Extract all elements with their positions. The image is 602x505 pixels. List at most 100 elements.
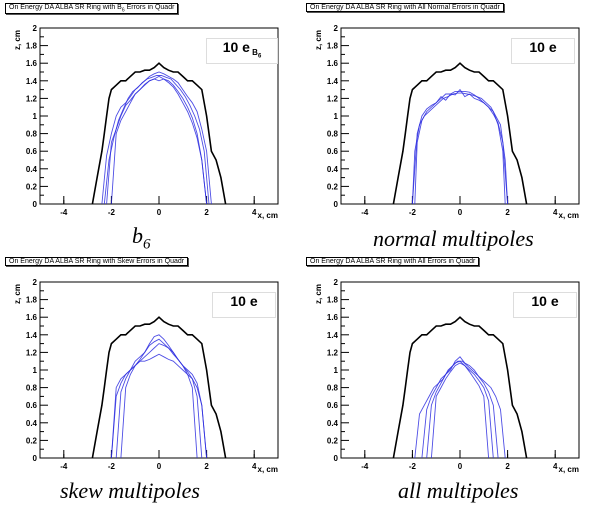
y-tick-label: 0.2 [327, 182, 339, 191]
y-tick-label: 0.4 [26, 165, 38, 174]
x-tick-label: -4 [60, 462, 68, 471]
x-tick-label: 4 [252, 208, 257, 217]
y-tick-label: 0.6 [26, 401, 38, 410]
x-axis-label: x, cm [559, 211, 579, 220]
x-tick-label: 0 [458, 208, 463, 217]
error-series-line [414, 90, 506, 205]
y-tick-label: 0.4 [26, 419, 38, 428]
error-series-line [110, 78, 208, 205]
plot-area: 0 0.2 0.4 0.6 0.8 1 1.2 1.4 1.6 1.8 2 -4 -2 0 2 4 x, cm z… [13, 278, 279, 474]
x-tick-label: 2 [204, 462, 209, 471]
y-tick-label: 0.4 [327, 165, 339, 174]
y-tick-label: 1.2 [327, 94, 339, 103]
plot-area: 0 0.2 0.4 0.6 0.8 1 1.2 1.4 1.6 1.8 2 -4 -2 0 2 4 x, cm z… [314, 278, 580, 474]
y-tick-label: 0.6 [26, 147, 38, 156]
error-series-line [110, 343, 208, 459]
reference-series-line [91, 62, 227, 205]
legend-box: 10 e [513, 292, 577, 318]
error-series-line [103, 75, 210, 205]
chart-title: On Energy DA ALBA SR Ring with B6 Errors… [5, 3, 179, 15]
y-tick-label: 0.6 [327, 147, 339, 156]
y-tick-label: 1.8 [26, 42, 38, 51]
y-tick-label: 1 [33, 112, 38, 121]
reference-series-line [392, 316, 528, 459]
reference-series-line [392, 62, 528, 205]
plot-area: 0 0.2 0.4 0.6 0.8 1 1.2 1.4 1.6 1.8 2 -4 -2 0 2 4 x, cm z… [314, 24, 580, 220]
caption-all: all multipoles [398, 478, 519, 503]
y-tick-label: 1.4 [26, 331, 38, 340]
x-axis-label: x, cm [258, 465, 278, 474]
plot-area: 0 0.2 0.4 0.6 0.8 1 1.2 1.4 1.6 1.8 2 -4 -2 0 2 4 x, cm z… [13, 24, 279, 220]
y-tick-label: 0.8 [26, 130, 38, 139]
x-tick-label: -2 [108, 208, 116, 217]
x-tick-label: 4 [553, 208, 558, 217]
y-tick-label: 1.8 [26, 296, 38, 305]
y-tick-label: 1.6 [327, 59, 339, 68]
chart-panel-4: On Energy DA ALBA SR Ring with All Error… [301, 254, 602, 474]
y-tick-label: 1.4 [26, 77, 38, 86]
y-tick-label: 1.2 [26, 348, 38, 357]
x-tick-label: 2 [204, 208, 209, 217]
legend-box: 10 e B6 [206, 38, 278, 64]
y-axis-label: z, cm [13, 284, 22, 304]
y-tick-label: 1.8 [327, 296, 339, 305]
y-tick-label: 1.4 [327, 77, 339, 86]
caption-normal: normal multipoles [373, 226, 534, 251]
y-tick-label: 0 [33, 454, 38, 463]
x-tick-label: -2 [409, 462, 417, 471]
x-tick-label: 0 [458, 462, 463, 471]
chart-panel-1: On Energy DA ALBA SR Ring with B6 Errors… [0, 0, 301, 220]
y-tick-label: 2 [33, 278, 38, 287]
y-axis-label: z, cm [314, 30, 323, 50]
x-tick-label: 4 [252, 462, 257, 471]
x-axis-label: x, cm [559, 465, 579, 474]
x-tick-label: -2 [108, 462, 116, 471]
error-series-line [421, 356, 499, 459]
y-tick-label: 1.4 [327, 331, 339, 340]
y-tick-label: 0.8 [26, 384, 38, 393]
y-tick-label: 2 [334, 278, 339, 287]
x-tick-label: -4 [361, 208, 369, 217]
y-tick-label: 0.2 [26, 182, 38, 191]
y-tick-label: 1.2 [327, 348, 339, 357]
y-tick-label: 2 [33, 24, 38, 33]
error-series-line [110, 353, 208, 459]
legend-box: 10 e [511, 38, 575, 64]
x-tick-label: 4 [553, 462, 558, 471]
x-tick-label: 2 [505, 208, 510, 217]
y-tick-label: 1.6 [26, 59, 38, 68]
y-tick-label: 0.8 [327, 384, 339, 393]
y-tick-label: 1.8 [327, 42, 339, 51]
y-tick-label: 0 [334, 454, 339, 463]
y-tick-label: 0.2 [327, 436, 339, 445]
y-tick-label: 2 [334, 24, 339, 33]
x-tick-label: 2 [505, 462, 510, 471]
x-tick-label: -4 [60, 208, 68, 217]
y-tick-label: 0 [33, 200, 38, 209]
y-tick-label: 0.4 [327, 419, 339, 428]
y-axis-label: z, cm [314, 284, 323, 304]
reference-series-line [91, 316, 227, 459]
chart-title: On Energy DA ALBA SR Ring with All Norma… [306, 3, 504, 12]
y-tick-label: 0.8 [327, 130, 339, 139]
y-tick-label: 1 [334, 366, 339, 375]
x-tick-label: 0 [157, 462, 162, 471]
x-tick-label: -2 [409, 208, 417, 217]
y-tick-label: 0.6 [327, 401, 339, 410]
y-tick-label: 1.2 [26, 94, 38, 103]
error-series-line [411, 88, 509, 205]
y-axis-label: z, cm [13, 30, 22, 50]
x-tick-label: -4 [361, 462, 369, 471]
chart-title: On Energy DA ALBA SR Ring with All Error… [306, 257, 480, 266]
error-series-line [106, 75, 208, 205]
error-series-line [101, 71, 212, 205]
error-series-line [115, 338, 203, 459]
error-series-line [426, 360, 494, 459]
chart-title: On Energy DA ALBA SR Ring with Skew Erro… [5, 257, 189, 266]
x-tick-label: 0 [157, 208, 162, 217]
y-tick-label: 1 [334, 112, 339, 121]
chart-panel-2: On Energy DA ALBA SR Ring with All Norma… [301, 0, 602, 220]
legend-box: 10 e [212, 292, 276, 318]
y-tick-label: 1.6 [327, 313, 339, 322]
y-tick-label: 1.6 [26, 313, 38, 322]
